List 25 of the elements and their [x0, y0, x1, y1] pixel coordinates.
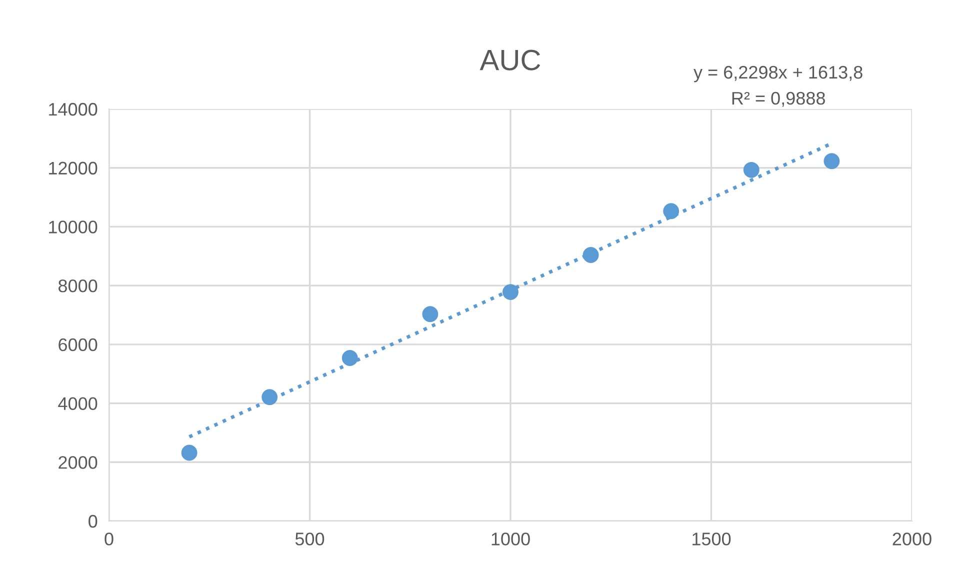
y-tick-label: 14000 — [49, 102, 98, 116]
y-tick-label: 6000 — [58, 338, 98, 352]
text: y = 6,2298x + 1613,8 — [694, 66, 862, 82]
chart-title: AUC — [480, 50, 540, 70]
y-tick-label: 12000 — [49, 162, 98, 175]
x-tick-label: 1500 — [692, 532, 731, 546]
point — [824, 153, 840, 170]
y-tick-label: 4000 — [58, 397, 98, 410]
point — [422, 306, 438, 322]
y-tick-label: 8000 — [58, 280, 98, 292]
y-tick-label: 10000 — [49, 220, 98, 234]
point — [262, 389, 278, 406]
point — [342, 350, 358, 366]
x-tick-label: 1000 — [492, 532, 530, 546]
y-tick-label: 0 — [88, 514, 98, 528]
point — [502, 284, 518, 300]
point — [582, 246, 599, 263]
x-tick-label: 2000 — [892, 532, 932, 546]
point — [743, 162, 760, 178]
x-tick-label: 0 — [104, 532, 114, 546]
point — [663, 203, 680, 220]
text: R² = 0,9888 — [732, 92, 825, 107]
point — [181, 444, 198, 461]
y-tick-label: 2000 — [58, 456, 98, 469]
x-tick-label: 500 — [295, 532, 324, 546]
